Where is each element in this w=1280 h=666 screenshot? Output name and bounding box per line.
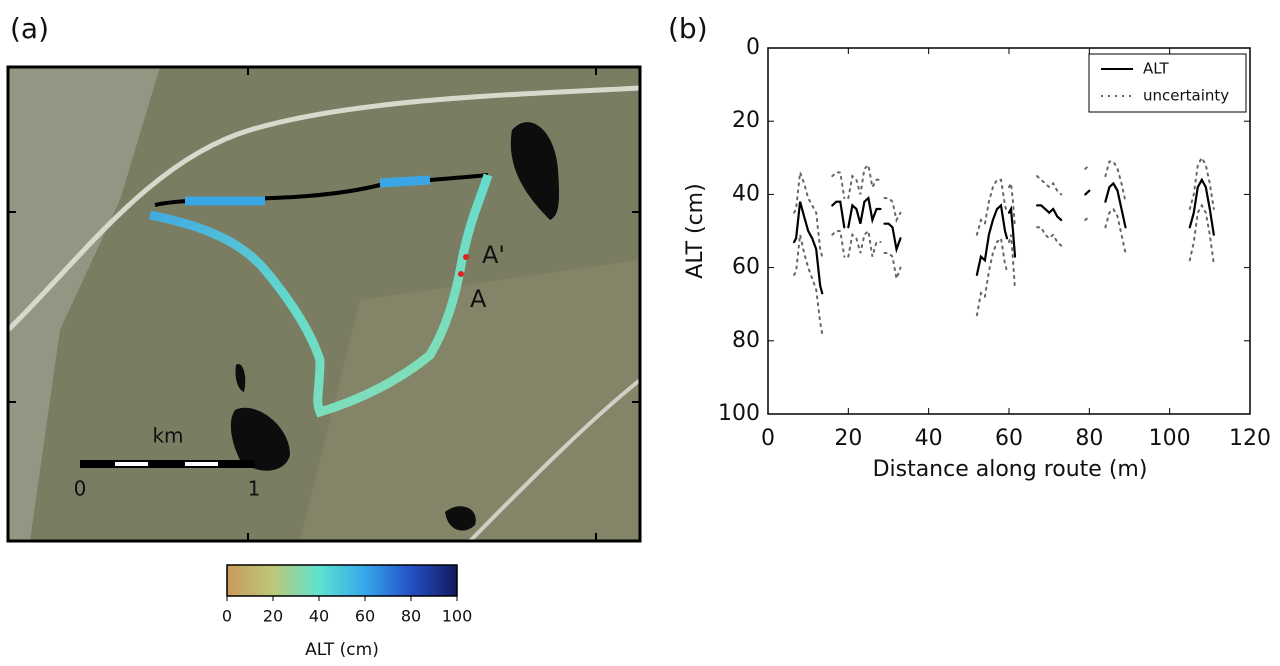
line-upper [793,155,1215,258]
x-tick-label: 120 [1229,426,1271,451]
y-tick-label: 100 [718,401,760,426]
colorbar-tick-label: 40 [309,607,329,626]
y-tick-label: 40 [732,181,760,206]
x-tick-label: 80 [1075,426,1103,451]
legend [1088,53,1247,113]
legend-label: uncertainty [1143,87,1229,105]
scale-unit: km [152,424,183,448]
panel-label: (b) [668,12,708,45]
satellite-map [6,65,642,543]
x-tick-label: 100 [1149,426,1191,451]
legend-label: ALT [1143,60,1170,78]
colorbar-label: ALT (cm) [305,640,379,660]
y-tick-label: 80 [732,328,760,353]
colorbar-tick-label: 0 [222,607,232,626]
x-axis-label: Distance along route (m) [873,457,1148,482]
y-tick-label: 0 [746,35,760,60]
annotation: A' [482,241,505,269]
x-tick-label: 0 [761,426,775,451]
scale-label: 0 [74,477,87,501]
y-tick-label: 20 [732,108,760,133]
line-lower [793,203,1215,335]
scale-label: 1 [248,477,261,501]
annotation: A [470,285,487,313]
line-values [793,177,1215,295]
x-tick-label: 40 [915,426,943,451]
colorbar-tick-label: 20 [263,607,283,626]
y-tick-label: 60 [732,255,760,280]
x-tick-label: 60 [995,426,1023,451]
y-axis-label: ALT (cm) [683,183,708,278]
x-tick-label: 20 [834,426,862,451]
colorbar-tick-label: 100 [442,607,473,626]
colorbar-tick-label: 60 [355,607,375,626]
colorbar [226,564,458,597]
scale-bar [80,460,255,468]
panel-label: (a) [10,12,49,45]
colorbar-tick-label: 80 [401,607,421,626]
